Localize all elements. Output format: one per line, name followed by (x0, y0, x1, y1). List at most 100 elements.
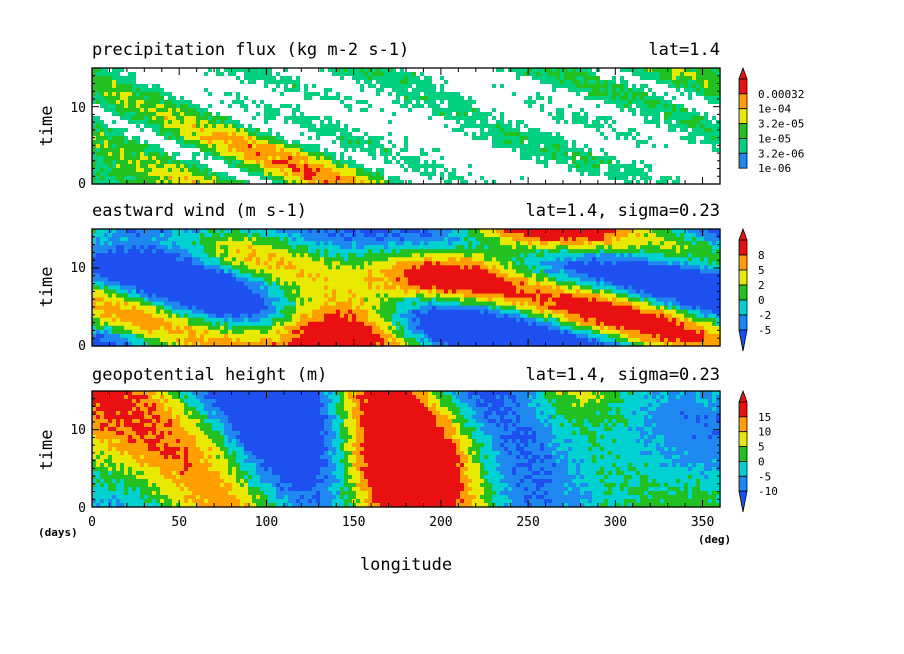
field-cell (456, 140, 461, 145)
field-cell (608, 148, 613, 153)
field-cell (212, 116, 217, 121)
field-cell (220, 68, 225, 73)
field-cell (396, 128, 401, 133)
field-cell (412, 136, 417, 141)
field-cell (580, 92, 585, 97)
field-cell (184, 164, 189, 169)
field-cell (192, 124, 197, 129)
field-cell (284, 120, 289, 125)
field-cell (640, 100, 645, 105)
field-cell (232, 144, 237, 149)
field-cell (436, 68, 441, 73)
field-cell (412, 152, 417, 157)
field-cell (200, 233, 205, 238)
field-cell (100, 144, 105, 149)
field-cell (492, 112, 497, 117)
field-cell (608, 233, 613, 238)
field-cell (496, 132, 501, 137)
field-cell (412, 76, 417, 81)
field-cell (556, 180, 561, 185)
field-cell (140, 152, 145, 157)
field-cell (120, 124, 125, 129)
field-cell (628, 84, 633, 89)
field-cell (184, 96, 189, 101)
field-cell (272, 112, 277, 117)
field-cell (380, 168, 385, 173)
field-cell (652, 124, 657, 129)
field-cell (644, 176, 649, 181)
field-cell (536, 84, 541, 89)
field-cell (556, 160, 561, 165)
field-cell (376, 176, 381, 181)
field-cell (252, 172, 257, 177)
field-cell (188, 136, 193, 141)
field-cell (576, 128, 581, 133)
field-cell (304, 140, 309, 145)
field-cell (392, 112, 397, 117)
field-cell (132, 100, 137, 105)
field-cell (508, 148, 513, 153)
field-cell (204, 116, 209, 121)
field-cell (580, 76, 585, 81)
field-cell (284, 140, 289, 145)
field-cell (236, 124, 241, 129)
field-cell (552, 132, 557, 137)
field-cell (640, 88, 645, 93)
field-cell (104, 140, 109, 145)
field-cell (636, 132, 641, 137)
field-cell (652, 96, 657, 101)
field-cell (140, 96, 145, 101)
field-cell (472, 233, 477, 238)
field-cell (156, 132, 161, 137)
panel-2-field (92, 229, 721, 347)
field-cell (604, 120, 609, 125)
field-cell (464, 140, 469, 145)
panel-2-title: eastward wind (m s-1) (92, 201, 307, 221)
field-cell (168, 180, 173, 185)
field-cell (540, 92, 545, 97)
field-cell (368, 84, 373, 89)
field-cell (688, 140, 693, 145)
field-cell (192, 96, 197, 101)
field-cell (656, 180, 661, 185)
field-cell (208, 76, 213, 81)
field-cell (420, 76, 425, 81)
field-cell (488, 152, 493, 157)
field-cell (104, 68, 109, 73)
field-cell (600, 88, 605, 93)
field-cell (244, 108, 249, 113)
field-cell (600, 152, 605, 157)
field-cell (340, 120, 345, 125)
field-cell (344, 156, 349, 161)
field-cell (600, 76, 605, 81)
field-cell (676, 140, 681, 145)
field-cell (448, 76, 453, 81)
field-cell (176, 92, 181, 97)
field-cell (512, 136, 517, 141)
field-cell (596, 96, 601, 101)
field-cell (480, 229, 485, 234)
field-cell (448, 229, 453, 234)
field-cell (284, 76, 289, 81)
field-cell (400, 136, 405, 141)
field-cell (392, 76, 397, 81)
field-cell (676, 100, 681, 105)
field-cell (168, 116, 173, 121)
field-cell (624, 116, 629, 121)
field-cell (644, 104, 649, 109)
field-cell (496, 76, 501, 81)
field-cell (496, 100, 501, 105)
field-cell (452, 68, 457, 73)
field-cell (320, 229, 325, 234)
field-cell (388, 120, 393, 125)
field-cell (448, 156, 453, 161)
field-cell (332, 148, 337, 153)
field-cell (444, 76, 449, 81)
field-cell (588, 164, 593, 169)
field-cell (420, 132, 425, 137)
field-cell (168, 68, 173, 73)
field-cell (376, 144, 381, 149)
field-cell (128, 180, 133, 185)
field-cell (268, 116, 273, 121)
field-cell (660, 68, 665, 73)
